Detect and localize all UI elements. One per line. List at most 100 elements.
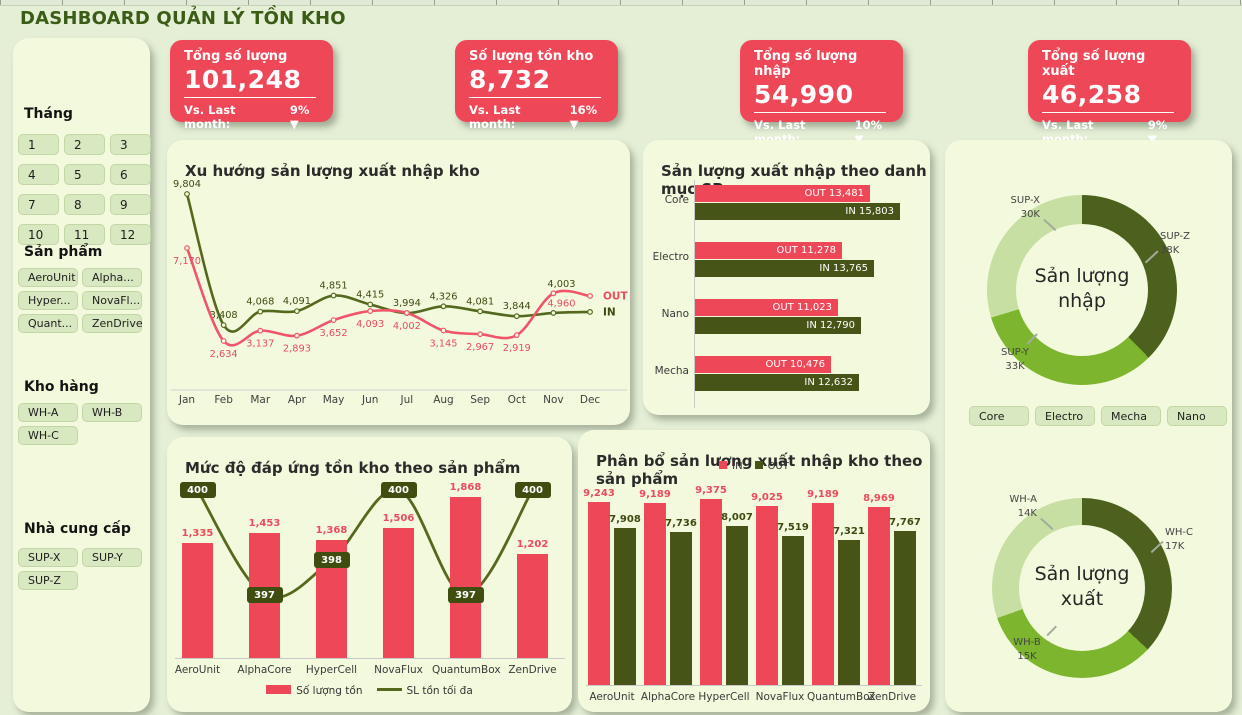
month-button-6[interactable]: 6 xyxy=(110,164,151,185)
product-button-quant[interactable]: Quant... xyxy=(18,314,78,333)
in-data-label: 4,326 xyxy=(429,291,457,302)
in-marker xyxy=(367,301,374,308)
out-bar-label: 8,007 xyxy=(721,512,753,523)
supplier-slicer: SUP-X SUP-Y SUP-Z xyxy=(18,548,142,590)
legend-button-core[interactable]: Core xyxy=(969,406,1029,426)
out-data-label: 2,967 xyxy=(466,342,494,353)
out-bar-label: 7,767 xyxy=(889,517,921,528)
category-label: NovaFlux xyxy=(374,664,423,676)
out-bar xyxy=(838,540,860,685)
in-data-label: 4,081 xyxy=(466,296,494,307)
warehouse-button-wha[interactable]: WH-A xyxy=(18,403,78,422)
out-data-label: 7,170 xyxy=(173,256,201,267)
out-data-label: 2,893 xyxy=(283,344,311,355)
month-button-1[interactable]: 1 xyxy=(18,134,59,155)
in-bar-label: 9,375 xyxy=(695,485,727,496)
month-button-2[interactable]: 2 xyxy=(64,134,105,155)
out-bar xyxy=(894,531,916,685)
product-button-hyper[interactable]: Hyper... xyxy=(18,291,78,310)
product-slicer: AeroUnit Alpha... Hyper... NovaFl... Quant..… xyxy=(18,268,143,333)
warehouse-slicer: WH-A WH-B WH-C xyxy=(18,403,142,445)
supplier-button-supz[interactable]: SUP-Z xyxy=(18,571,78,590)
spreadsheet-grid-strip xyxy=(0,0,1242,6)
in-bar xyxy=(868,507,890,685)
out-marker xyxy=(587,293,593,299)
month-button-10[interactable]: 10 xyxy=(18,224,59,245)
stock-bar xyxy=(517,554,548,658)
month-button-5[interactable]: 5 xyxy=(64,164,105,185)
in-marker xyxy=(294,308,300,315)
in-data-label: 4,091 xyxy=(283,296,311,307)
legend-item-in: IN xyxy=(719,461,743,472)
legend-button-electro[interactable]: Electro xyxy=(1035,406,1095,426)
category-chart-card: Sản lượng xuất nhập theo danh mục SP Cor… xyxy=(643,140,930,415)
out-bar-label: OUT 10,476 xyxy=(765,359,825,370)
out-series-label: OUT xyxy=(603,290,628,302)
in-bar-label: 9,189 xyxy=(807,489,839,500)
kpi-title: Tổng số lượng nhập xyxy=(754,49,858,79)
kpi-card-total-quantity: Tổng số lượng 101,248 Vs. Last month: 9%… xyxy=(170,40,333,131)
month-tick-label: Jan xyxy=(178,394,195,406)
month-button-7[interactable]: 7 xyxy=(18,194,59,215)
kpi-card-stock-quantity: Số lượng tồn kho 8,732 Vs. Last month: 1… xyxy=(455,40,618,131)
category-label: HyperCell xyxy=(305,664,358,676)
out-marker xyxy=(257,327,264,334)
category-label: Electro xyxy=(652,251,689,263)
trend-chart-card: Xu hướng sản lượng xuất nhập kho Jan Feb M… xyxy=(167,140,630,425)
product-button-aerounit[interactable]: AeroUnit xyxy=(18,268,78,287)
legend-button-nano[interactable]: Nano xyxy=(1167,406,1227,426)
product-button-alpha[interactable]: Alpha... xyxy=(82,268,142,287)
in-data-label: 3,408 xyxy=(210,310,238,321)
out-data-label: 4,002 xyxy=(393,321,421,332)
kpi-title: Tổng số lượng xyxy=(184,49,288,64)
product-button-novafl[interactable]: NovaFl... xyxy=(82,291,142,310)
in-marker xyxy=(220,322,227,329)
month-button-8[interactable]: 8 xyxy=(64,194,105,215)
supplier-button-supy[interactable]: SUP-Y xyxy=(82,548,142,567)
in-bar xyxy=(644,503,666,685)
month-tick-label: Mar xyxy=(250,394,270,406)
distribution-legend: IN OUT xyxy=(578,461,930,472)
out-data-label: 3,145 xyxy=(429,339,457,350)
out-bar-label: 7,908 xyxy=(609,514,641,525)
product-button-zendrive[interactable]: ZenDrive xyxy=(82,314,143,333)
kpi-value: 46,258 xyxy=(1042,80,1142,109)
month-button-9[interactable]: 9 xyxy=(110,194,151,215)
out-bar-label: OUT 11,278 xyxy=(776,245,836,256)
down-triangle-icon: ▼ xyxy=(289,117,299,131)
warehouse-button-whb[interactable]: WH-B xyxy=(82,403,142,422)
kpi-title: Tổng số lượng xuất xyxy=(1042,49,1146,79)
supplier-button-supx[interactable]: SUP-X xyxy=(18,548,78,567)
in-series-label: IN xyxy=(603,306,616,318)
max-stock-data-label: 400 xyxy=(380,482,417,498)
month-button-4[interactable]: 4 xyxy=(18,164,59,185)
month-button-11[interactable]: 11 xyxy=(64,224,105,245)
month-tick-label: Feb xyxy=(214,394,233,406)
out-data-label: 2,634 xyxy=(210,349,238,360)
month-tick-label: Apr xyxy=(288,394,307,406)
month-tick-label: Oct xyxy=(508,394,526,406)
out-data-label: 4,093 xyxy=(356,319,384,330)
category-label: AlphaCore xyxy=(237,664,292,676)
inbound-donut-center-label: Sản lượng nhập xyxy=(1034,265,1130,312)
warehouse-button-whc[interactable]: WH-C xyxy=(18,426,78,445)
max-stock-data-label: 397 xyxy=(447,587,484,603)
month-button-3[interactable]: 3 xyxy=(110,134,151,155)
out-marker xyxy=(367,308,374,314)
month-tick-label: May xyxy=(323,394,345,406)
in-marker xyxy=(477,308,484,315)
category-legend-slicer: Core Electro Mecha Nano xyxy=(969,406,1227,426)
fulfillment-chart-card: Mức độ đáp ứng tồn kho theo sản phẩm Số … xyxy=(167,437,572,712)
out-marker xyxy=(477,331,484,338)
in-marker xyxy=(513,313,520,320)
in-bar: IN 12,632 xyxy=(695,374,859,391)
y-axis-line xyxy=(694,180,695,408)
category-label: QuantumBox xyxy=(432,664,501,676)
month-button-12[interactable]: 12 xyxy=(110,224,151,245)
kpi-title: Số lượng tồn kho xyxy=(469,49,594,64)
in-data-label: 3,994 xyxy=(393,298,421,309)
out-data-label: 3,137 xyxy=(246,339,274,350)
stock-bar-label: 1,335 xyxy=(181,528,214,539)
legend-button-mecha[interactable]: Mecha xyxy=(1101,406,1161,426)
category-label: Core xyxy=(664,194,689,206)
